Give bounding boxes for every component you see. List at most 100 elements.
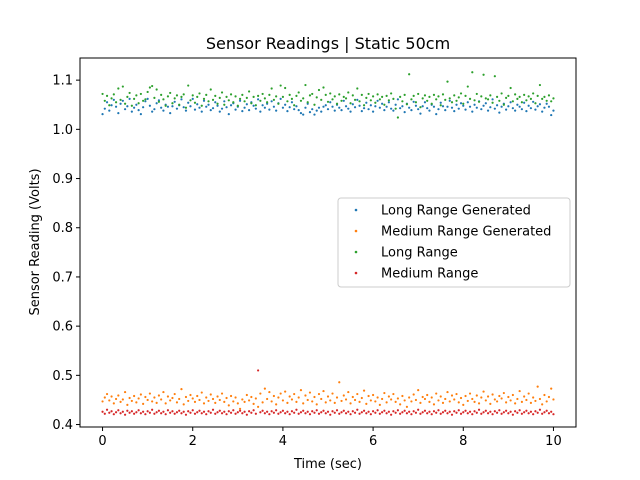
data-point bbox=[435, 392, 438, 395]
data-point bbox=[202, 99, 206, 102]
data-point bbox=[279, 392, 282, 395]
data-point bbox=[317, 88, 321, 92]
data-point bbox=[315, 96, 318, 99]
data-point bbox=[306, 101, 309, 104]
data-point bbox=[275, 409, 278, 412]
data-point bbox=[475, 92, 478, 96]
data-point bbox=[286, 401, 289, 404]
x-tick-label: 0 bbox=[98, 434, 106, 449]
data-point bbox=[417, 389, 420, 392]
data-point bbox=[338, 381, 341, 384]
data-point bbox=[299, 99, 303, 102]
data-point bbox=[500, 105, 503, 108]
data-point bbox=[302, 113, 305, 116]
data-point bbox=[157, 100, 161, 103]
data-point bbox=[326, 410, 330, 413]
legend-box bbox=[337, 197, 571, 288]
data-point bbox=[211, 397, 215, 401]
data-point bbox=[238, 97, 242, 100]
data-point bbox=[171, 102, 174, 105]
data-point bbox=[101, 92, 104, 96]
data-point bbox=[365, 402, 368, 405]
data-point bbox=[432, 410, 436, 413]
data-point bbox=[525, 99, 528, 102]
data-point bbox=[457, 401, 460, 404]
data-point bbox=[277, 412, 280, 415]
data-point bbox=[360, 396, 363, 400]
data-point bbox=[284, 86, 287, 90]
x-tick-label: 4 bbox=[279, 434, 287, 449]
data-point bbox=[180, 98, 183, 101]
data-point bbox=[123, 108, 127, 111]
data-point bbox=[144, 98, 147, 101]
data-point bbox=[523, 411, 526, 414]
data-point bbox=[362, 107, 366, 110]
data-point bbox=[408, 73, 411, 76]
data-point bbox=[333, 401, 336, 404]
data-point bbox=[344, 398, 348, 401]
data-point bbox=[356, 87, 359, 90]
data-point bbox=[142, 410, 145, 413]
data-point bbox=[121, 99, 124, 102]
data-point bbox=[493, 410, 496, 413]
data-point bbox=[529, 107, 533, 110]
data-point bbox=[491, 101, 494, 104]
data-point bbox=[218, 110, 221, 113]
data-point bbox=[279, 97, 282, 100]
data-point bbox=[471, 110, 474, 113]
data-point bbox=[218, 398, 221, 402]
data-point bbox=[351, 410, 354, 413]
data-point bbox=[374, 105, 377, 108]
data-point bbox=[520, 412, 523, 415]
data-point bbox=[117, 409, 120, 412]
data-point bbox=[207, 410, 210, 413]
data-point bbox=[428, 95, 431, 98]
data-point bbox=[119, 412, 122, 415]
data-point bbox=[245, 393, 248, 397]
data-point bbox=[529, 410, 533, 413]
data-point bbox=[401, 105, 404, 108]
data-point bbox=[381, 397, 384, 401]
data-point bbox=[209, 88, 212, 91]
data-point bbox=[437, 108, 440, 111]
data-point bbox=[344, 97, 348, 100]
data-point bbox=[543, 393, 546, 397]
data-point bbox=[101, 400, 104, 403]
data-point bbox=[353, 411, 357, 414]
data-point bbox=[462, 104, 465, 107]
data-point bbox=[320, 411, 323, 414]
data-point bbox=[193, 412, 197, 415]
data-point bbox=[227, 410, 230, 413]
data-point bbox=[383, 391, 386, 395]
data-point bbox=[464, 394, 467, 398]
data-point bbox=[259, 99, 262, 102]
data-point bbox=[349, 413, 352, 416]
data-point bbox=[182, 106, 185, 109]
data-point bbox=[410, 400, 413, 403]
data-point bbox=[139, 412, 142, 415]
data-point bbox=[144, 100, 147, 103]
data-point bbox=[121, 410, 124, 413]
data-point bbox=[426, 412, 429, 415]
data-point bbox=[356, 408, 359, 411]
data-point bbox=[259, 110, 262, 113]
data-point bbox=[295, 400, 298, 404]
legend-label: Long Range Generated bbox=[381, 204, 531, 219]
data-point bbox=[313, 113, 316, 116]
data-point bbox=[353, 398, 357, 402]
data-point bbox=[200, 110, 203, 113]
data-point bbox=[275, 95, 278, 98]
data-point bbox=[148, 86, 151, 89]
legend-label: Long Range bbox=[381, 246, 458, 261]
data-point bbox=[279, 84, 282, 87]
data-point bbox=[290, 97, 294, 100]
data-point bbox=[410, 98, 413, 101]
data-point bbox=[133, 412, 136, 415]
data-point bbox=[444, 109, 447, 112]
data-point bbox=[268, 93, 271, 96]
data-point bbox=[169, 91, 172, 95]
data-point bbox=[155, 102, 158, 105]
data-point bbox=[205, 93, 208, 96]
data-point bbox=[119, 102, 122, 105]
data-point bbox=[128, 91, 131, 95]
